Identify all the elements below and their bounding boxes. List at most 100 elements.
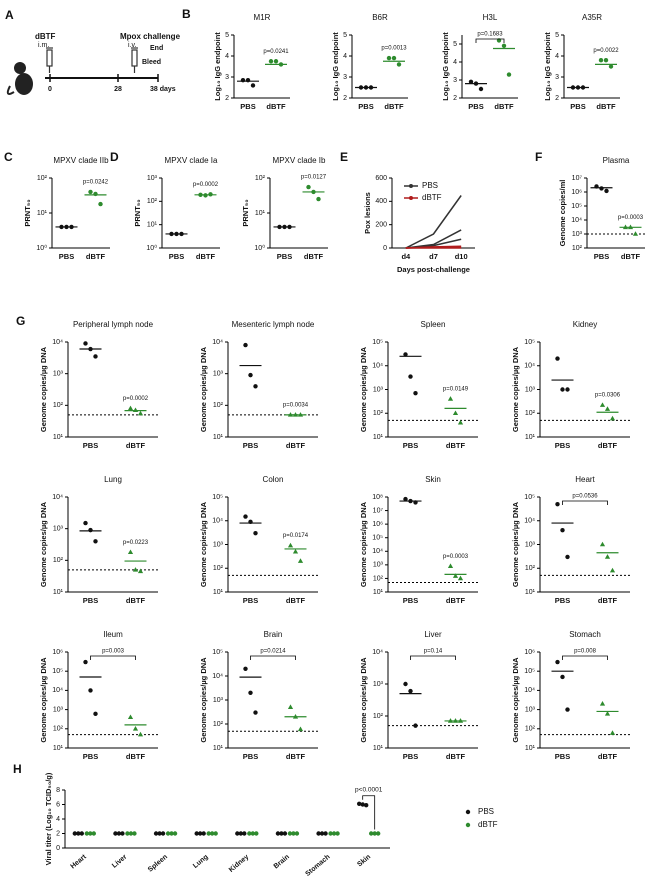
data-point: [279, 831, 284, 836]
x-tick-label: dBTF: [596, 102, 616, 111]
significance-bracket: [362, 795, 376, 830]
end: End: [150, 45, 163, 52]
y-tick-label: 3: [555, 74, 559, 81]
data-point: [72, 831, 78, 836]
data-point: [316, 831, 321, 836]
data-point: [116, 831, 122, 836]
data-point: [157, 831, 162, 836]
x-tick-label: d7: [429, 252, 438, 261]
data-point: [604, 188, 609, 194]
data-point: [452, 573, 459, 578]
y-tick-label: 10¹: [255, 210, 266, 217]
y-tick-label: 2: [225, 95, 229, 102]
p-value: p=0.0127: [301, 175, 327, 181]
data-point: [247, 831, 252, 836]
data-point: [291, 831, 296, 836]
x-tick-label: Skin: [356, 854, 372, 869]
y-tick-label: 10¹: [213, 434, 224, 441]
y-tick-label: 10³: [525, 386, 536, 393]
p-value: p=0.0214: [260, 649, 286, 655]
data-point: [565, 554, 570, 560]
data-point: [83, 341, 88, 346]
y-tick-label: 0: [383, 245, 387, 252]
y-tick-label: 10¹: [53, 745, 64, 752]
data-point: [363, 803, 369, 808]
y-axis-label: Genome copies/µg DNA: [359, 346, 368, 432]
y-tick-label: 10³: [525, 706, 536, 713]
data-point: [609, 415, 616, 421]
x-tick-label: dBTF: [446, 596, 466, 605]
data-point: [88, 688, 93, 693]
data-point: [88, 831, 93, 836]
y-tick-label: 10⁵: [524, 668, 535, 675]
data-point: [403, 681, 408, 687]
data-point: [213, 831, 218, 836]
data-point: [356, 801, 362, 806]
y-tick-label: 10²: [255, 175, 266, 182]
data-point: [91, 831, 97, 836]
y-tick-label: 10²: [572, 245, 583, 252]
y-tick-label: 4: [343, 53, 347, 60]
y-tick-label: 10⁴: [372, 363, 383, 370]
data-point: [197, 831, 203, 836]
data-point: [238, 831, 244, 836]
data-point: [599, 186, 604, 191]
chart-title: Peripheral lymph node: [73, 320, 154, 329]
significance-bracket: [562, 655, 608, 660]
y-tick-label: 4: [555, 53, 559, 60]
x-tick-label: PBS: [243, 596, 258, 605]
x-tick-label: PBS: [243, 752, 258, 761]
data-point: [83, 520, 88, 526]
x-tick-label: Kidney: [228, 854, 250, 874]
data-point: [128, 831, 134, 836]
y-axis-label: Genome copies/µg DNA: [511, 657, 520, 743]
data-point: [93, 711, 98, 717]
data-point: [76, 831, 81, 836]
y-tick-label: 10⁴: [524, 687, 535, 694]
data-point: [555, 356, 560, 361]
y-tick-label: 10⁴: [52, 339, 63, 346]
y-tick-label: 0: [56, 845, 60, 852]
data-point: [209, 831, 215, 836]
y-axis-label: Genome copies/µg DNA: [359, 657, 368, 743]
data-point: [599, 402, 606, 407]
y-axis-label: Viral titer (Log₁₀ TCID₅₀/g): [44, 772, 53, 865]
chart-title: Colon: [263, 475, 284, 484]
data-point: [287, 831, 293, 836]
data-point: [253, 530, 258, 536]
chart-title: A35R: [582, 13, 602, 22]
data-point: [323, 831, 328, 836]
data-point: [447, 563, 454, 568]
data-point: [457, 419, 464, 425]
significance-bracket: [475, 38, 505, 43]
y-tick-label: 10²: [213, 402, 224, 409]
x-tick-label: Lung: [192, 854, 210, 870]
syringe-icon: [46, 47, 138, 73]
y-tick-label: 10²: [373, 713, 384, 720]
chart-title: MPXV clade IIb: [53, 156, 109, 165]
x-tick-label: PBS: [83, 752, 98, 761]
data-point: [413, 723, 418, 728]
legend-label: PBS: [478, 807, 494, 816]
y-tick-label: 10⁵: [524, 494, 535, 501]
x-tick-label: dBTF: [598, 752, 618, 761]
y-tick-label: 10¹: [213, 589, 224, 596]
chart-title: Spleen: [421, 320, 446, 329]
data-point: [268, 59, 274, 64]
y-axis-label: PRNT₅₀: [23, 199, 32, 226]
y-tick-label: 2: [555, 95, 559, 102]
data-point: [248, 372, 253, 378]
y-tick-label: 10³: [373, 681, 384, 688]
p-value: p=0.003: [102, 649, 125, 655]
y-tick-label: 5: [555, 32, 559, 39]
data-point: [88, 527, 93, 533]
data-point: [93, 354, 98, 359]
chart-title: H3L: [483, 13, 498, 22]
p-value: p=0.0003: [618, 215, 644, 221]
x-tick-label: dBTF: [286, 441, 306, 450]
data-point: [403, 496, 408, 502]
p-value: p=0.0174: [283, 533, 309, 539]
data-point: [243, 514, 248, 519]
y-tick-label: 10²: [213, 721, 224, 728]
chart-title: M1R: [254, 13, 271, 22]
